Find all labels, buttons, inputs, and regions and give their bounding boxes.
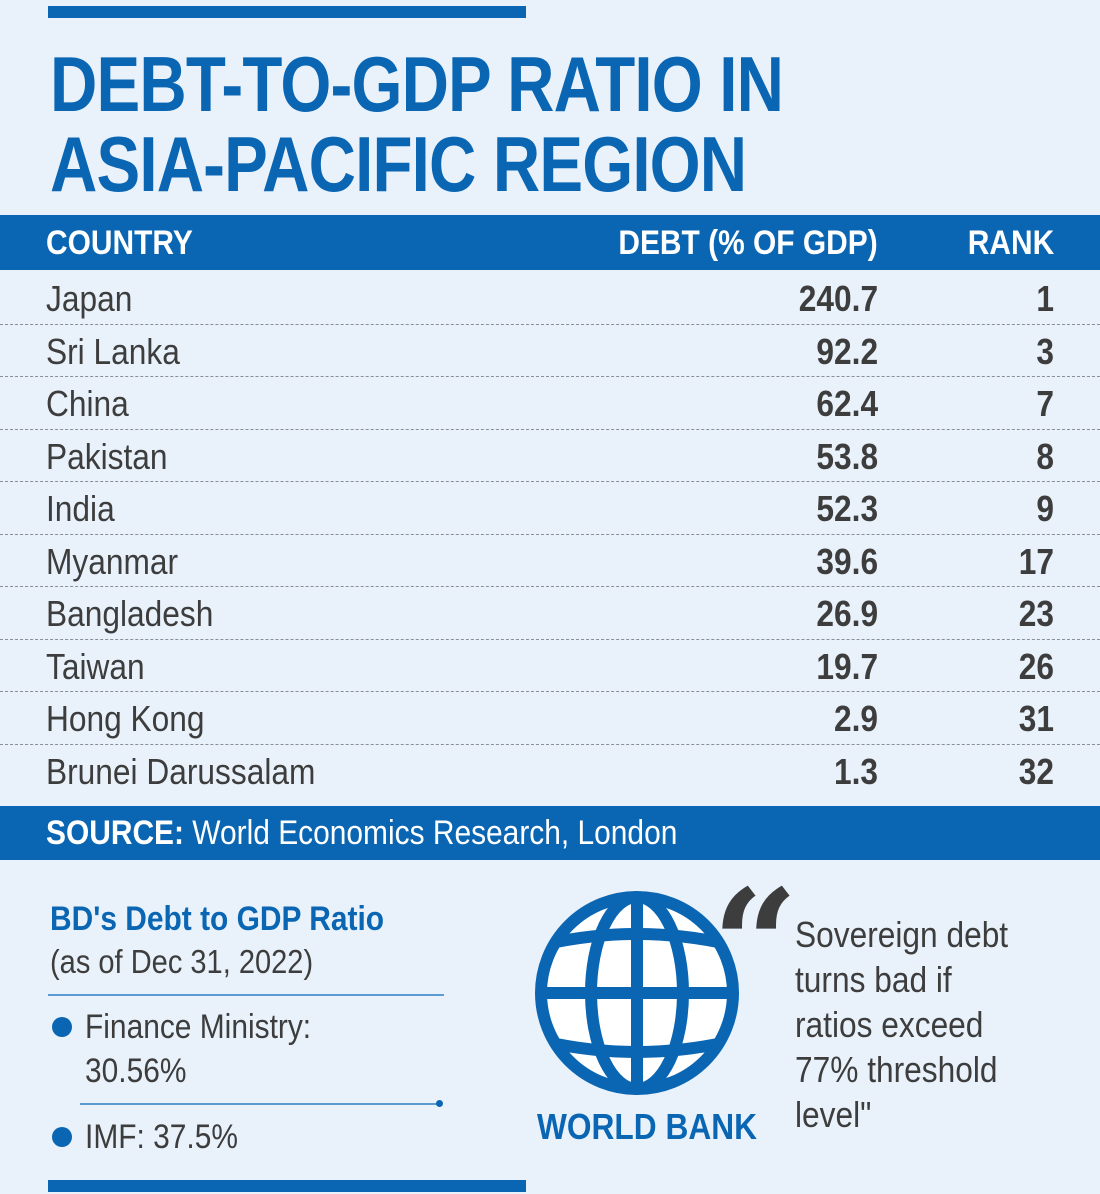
bullet-icon	[52, 1127, 72, 1147]
row-debt-value: 26.9	[816, 593, 878, 634]
table-row: Pakistan 53.8 8	[0, 430, 1100, 482]
quote-line: ratios exceed	[795, 1004, 984, 1045]
header-rank: RANK	[967, 224, 1054, 262]
row-country: Pakistan	[46, 435, 168, 477]
table-row: Bangladesh 26.9 23	[0, 587, 1100, 640]
source-label: SOURCE:	[46, 814, 184, 852]
row-country: Taiwan	[46, 645, 145, 687]
source-bar: SOURCE: World Economics Research, London	[0, 806, 1100, 860]
bd-item-imf: IMF: 37.5%	[85, 1118, 238, 1156]
row-rank: 26	[1018, 645, 1054, 687]
table-row: Myanmar 39.6 17	[0, 535, 1100, 587]
title-line-1: DEBT-TO-GDP RATIO IN	[50, 40, 784, 128]
row-debt-value: 92.2	[816, 330, 878, 372]
row-rank: 31	[1018, 698, 1054, 739]
quote-line: turns bad if	[795, 959, 952, 1000]
source-value: World Economics Research, London	[183, 814, 678, 852]
row-country: Bangladesh	[46, 593, 214, 634]
table-body: Japan 240.7 1 Sri Lanka 92.2 3 China 62.4 7 Pakis…	[0, 272, 1100, 796]
header-debt: DEBT (% OF GDP)	[618, 224, 878, 262]
row-rank: 1	[1036, 278, 1054, 319]
row-rank: 17	[1018, 540, 1054, 582]
row-rank: 9	[1036, 488, 1054, 529]
top-accent-bar	[48, 6, 526, 18]
bottom-accent-bar	[48, 1180, 526, 1192]
divider	[48, 994, 444, 996]
row-debt-value: 39.6	[816, 540, 878, 582]
header-country: COUNTRY	[46, 224, 193, 262]
table-row: India 52.3 9	[0, 482, 1100, 535]
title-line-2: ASIA-PACIFIC REGION	[50, 120, 747, 208]
row-rank: 32	[1018, 750, 1054, 792]
bd-item-value: 30.56%	[85, 1052, 187, 1090]
bd-item-label: Finance Ministry:	[85, 1008, 312, 1046]
source-text: SOURCE: World Economics Research, London	[46, 814, 677, 853]
table-row: Japan 240.7 1	[0, 272, 1100, 325]
row-debt-value: 240.7	[798, 278, 878, 319]
quote-line: 77% threshold	[795, 1049, 998, 1090]
table-row: Sri Lanka 92.2 3	[0, 325, 1100, 377]
row-country: Brunei Darussalam	[46, 750, 316, 792]
row-country: Myanmar	[46, 540, 179, 582]
divider	[80, 1100, 443, 1107]
row-country: China	[46, 383, 129, 424]
table-header: COUNTRY DEBT (% OF GDP) RANK	[0, 215, 1100, 270]
globe-icon	[535, 891, 739, 1095]
row-country: Japan	[46, 278, 133, 319]
row-debt-value: 19.7	[816, 645, 878, 687]
row-debt-value: 52.3	[816, 488, 878, 529]
quote-mark-icon: “	[712, 857, 798, 1033]
bd-ratio-subtitle: (as of Dec 31, 2022)	[50, 943, 314, 980]
quote-line: Sovereign debt	[795, 914, 1009, 955]
world-bank-quote: Sovereign debt turns bad if ratios excee…	[795, 912, 1008, 1137]
page-title: DEBT-TO-GDP RATIO IN ASIA-PACIFIC REGION	[50, 44, 784, 204]
row-debt-value: 53.8	[816, 435, 878, 477]
row-country: Hong Kong	[46, 698, 205, 739]
divider-dot	[436, 1100, 443, 1107]
row-country: Sri Lanka	[46, 330, 180, 372]
bullet-icon	[52, 1017, 72, 1037]
row-country: India	[46, 488, 115, 529]
table-row: Brunei Darussalam 1.3 32	[0, 745, 1100, 797]
row-debt-value: 1.3	[833, 750, 878, 792]
table-row: Taiwan 19.7 26	[0, 640, 1100, 692]
bd-item-finance-ministry: Finance Ministry: 30.56%	[85, 1005, 311, 1093]
row-rank: 7	[1036, 383, 1054, 424]
row-rank: 3	[1036, 330, 1054, 372]
quote-line: level"	[795, 1094, 872, 1135]
row-rank: 8	[1036, 435, 1054, 477]
row-debt-value: 62.4	[816, 383, 878, 424]
world-bank-label: WORLD BANK	[537, 1106, 757, 1147]
bd-ratio-title: BD's Debt to GDP Ratio	[50, 900, 385, 938]
table-row: Hong Kong 2.9 31	[0, 692, 1100, 745]
row-debt-value: 2.9	[833, 698, 878, 739]
row-rank: 23	[1018, 593, 1054, 634]
table-row: China 62.4 7	[0, 377, 1100, 430]
